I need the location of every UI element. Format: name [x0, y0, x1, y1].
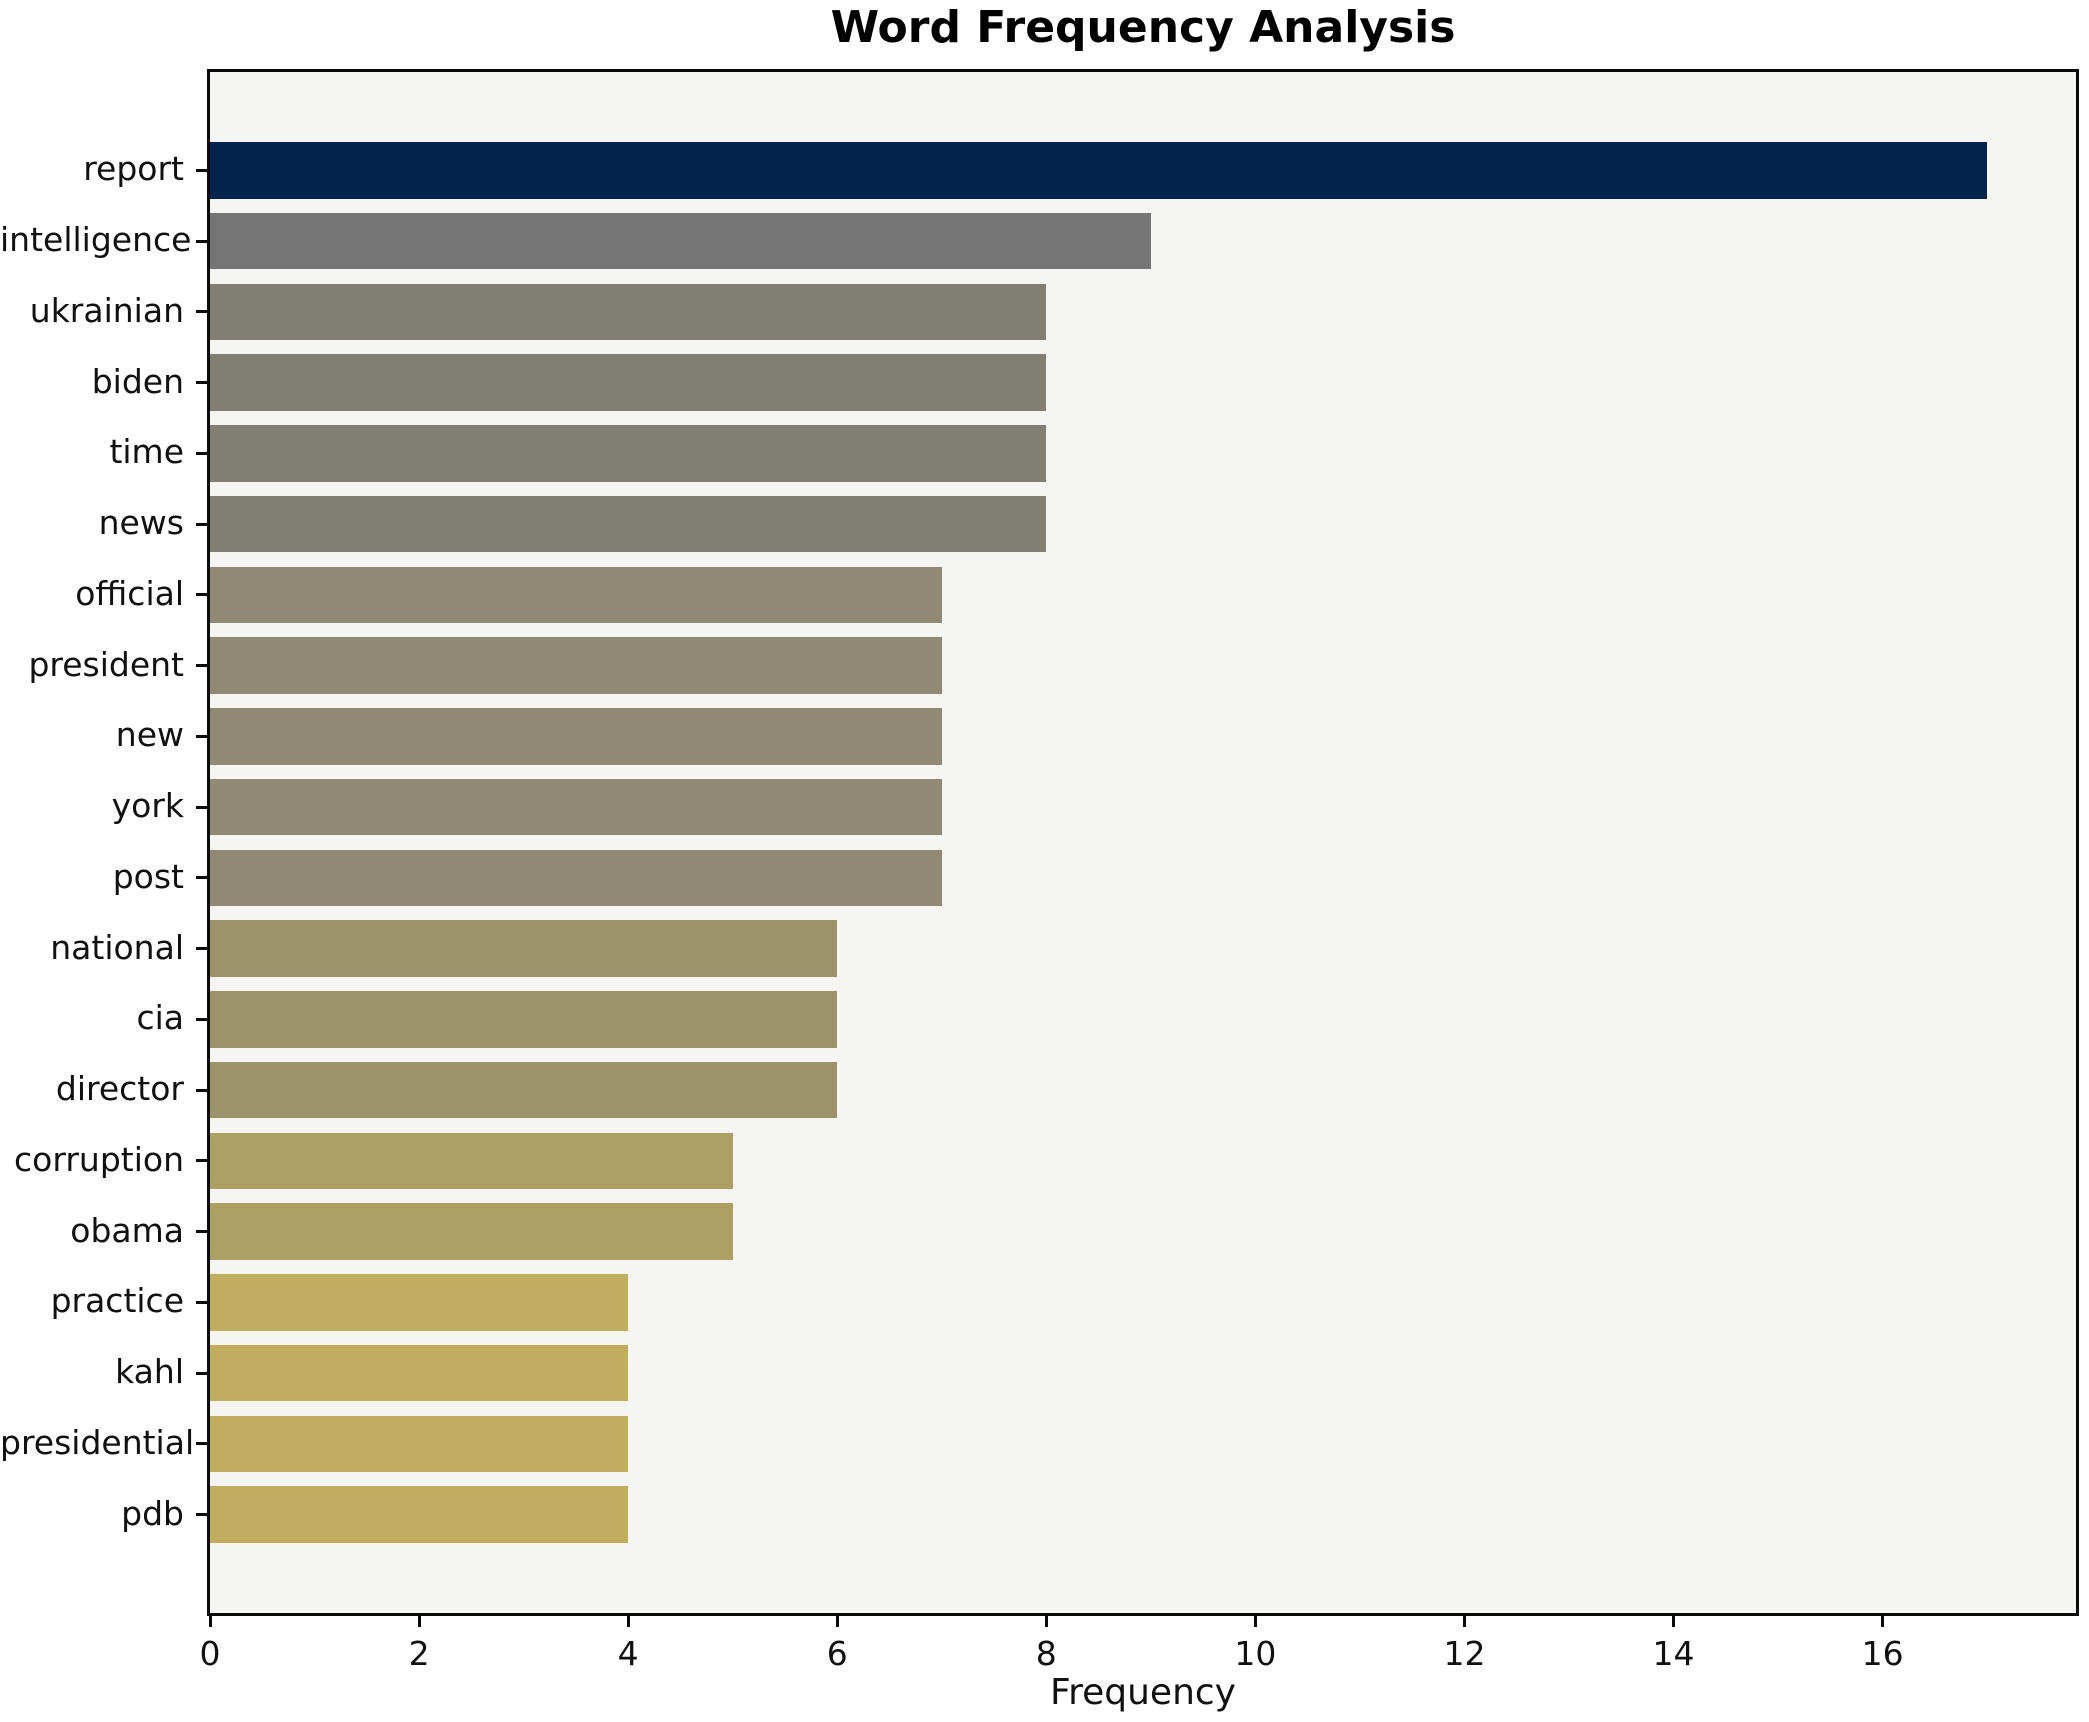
y-tick-label-obama: obama: [70, 1210, 184, 1250]
bar-new: [210, 708, 942, 765]
y-tick-mark: [196, 522, 210, 526]
y-tick-label-ukrainian: ukrainian: [29, 290, 184, 330]
bar-presidential: [210, 1415, 629, 1473]
y-tick-mark: [196, 451, 210, 455]
y-tick-label-kahl: kahl: [115, 1352, 184, 1392]
bar-corruption: [210, 1132, 733, 1190]
x-tick-mark: [208, 1613, 212, 1627]
y-tick-mark: [196, 1513, 210, 1517]
x-axis-title: Frequency: [1050, 1672, 1236, 1713]
bar-national: [210, 920, 838, 977]
y-tick-mark: [196, 168, 210, 172]
x-tick-mark: [417, 1613, 421, 1627]
x-tick-mark: [1462, 1613, 1466, 1627]
y-tick-mark: [196, 593, 210, 597]
x-tick-mark: [835, 1613, 839, 1627]
y-tick-mark: [196, 1017, 210, 1021]
y-tick-label-york: york: [111, 786, 184, 826]
bar-york: [210, 778, 942, 836]
y-tick-mark: [196, 947, 210, 951]
y-tick-mark: [196, 664, 210, 668]
x-tick-mark: [1253, 1613, 1257, 1627]
bar-report: [210, 142, 1988, 199]
y-tick-label-time: time: [109, 432, 184, 472]
y-tick-mark: [196, 381, 210, 385]
y-tick-mark: [196, 239, 210, 243]
x-tick-label-16: 16: [1861, 1634, 1904, 1673]
bar-pdb: [210, 1486, 629, 1543]
y-tick-label-cia: cia: [136, 998, 184, 1038]
y-tick-mark: [196, 1159, 210, 1163]
y-tick-mark: [196, 1371, 210, 1375]
bar-director: [210, 1061, 838, 1119]
x-tick-label-6: 6: [826, 1634, 848, 1673]
y-tick-label-national: national: [50, 927, 184, 967]
y-tick-label-post: post: [112, 856, 184, 896]
bar-news: [210, 495, 1047, 553]
y-tick-label-practice: practice: [50, 1281, 184, 1321]
x-tick-label-12: 12: [1443, 1634, 1486, 1673]
y-tick-mark: [196, 876, 210, 880]
bar-biden: [210, 354, 1047, 411]
y-tick-label-biden: biden: [91, 361, 184, 401]
bar-time: [210, 425, 1047, 482]
y-tick-label-presidential: presidential: [0, 1422, 195, 1462]
x-tick-label-2: 2: [408, 1634, 430, 1673]
bar-obama: [210, 1203, 733, 1260]
y-tick-mark: [196, 310, 210, 314]
y-tick-label-report: report: [83, 149, 184, 189]
y-tick-mark: [196, 1230, 210, 1234]
y-tick-label-intelligence: intelligence: [0, 220, 192, 260]
y-tick-label-president: president: [28, 644, 184, 684]
y-tick-label-corruption: corruption: [14, 1139, 184, 1179]
x-tick-label-8: 8: [1035, 1634, 1057, 1673]
y-tick-label-official: official: [75, 573, 184, 613]
bar-official: [210, 566, 942, 624]
bar-ukrainian: [210, 283, 1047, 341]
chart-title: Word Frequency Analysis: [830, 2, 1456, 53]
plot-area: [210, 72, 2076, 1613]
y-tick-label-new: new: [115, 715, 184, 755]
x-tick-label-14: 14: [1652, 1634, 1695, 1673]
bar-president: [210, 637, 942, 694]
bar-intelligence: [210, 212, 1151, 270]
x-tick-mark: [1881, 1613, 1885, 1627]
x-tick-mark: [1672, 1613, 1676, 1627]
y-tick-label-news: news: [98, 503, 184, 543]
x-tick-label-0: 0: [199, 1634, 221, 1673]
bar-cia: [210, 991, 838, 1048]
y-tick-label-pdb: pdb: [121, 1493, 184, 1533]
bar-kahl: [210, 1344, 629, 1402]
y-tick-mark: [196, 1442, 210, 1446]
y-tick-mark: [196, 1088, 210, 1092]
x-tick-label-10: 10: [1234, 1634, 1277, 1673]
y-tick-mark: [196, 1300, 210, 1304]
y-tick-mark: [196, 734, 210, 738]
y-tick-mark: [196, 805, 210, 809]
y-tick-label-director: director: [55, 1069, 184, 1109]
x-tick-mark: [626, 1613, 630, 1627]
bar-practice: [210, 1274, 629, 1331]
x-tick-mark: [1044, 1613, 1048, 1627]
bar-post: [210, 849, 942, 907]
x-tick-label-4: 4: [617, 1634, 639, 1673]
